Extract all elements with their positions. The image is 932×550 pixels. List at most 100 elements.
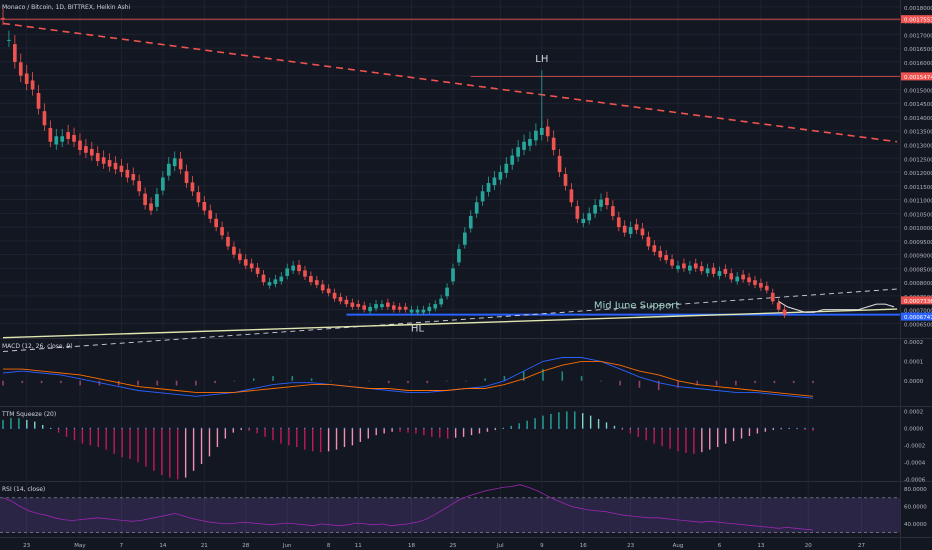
ttm-squeeze-dot (327, 427, 330, 429)
ttm-squeeze-dot (208, 427, 211, 429)
candle-body (445, 287, 449, 297)
macd-histogram-bar (503, 376, 506, 381)
ttm-squeeze-bar (756, 428, 759, 434)
candle-body (776, 302, 781, 310)
macd-signal-line (3, 360, 814, 397)
candle-body (599, 199, 603, 207)
ttm-squeeze-dot (605, 427, 608, 429)
candle-body (516, 147, 520, 157)
ttm-squeeze-bar (613, 425, 616, 429)
candle-body (468, 216, 473, 229)
candle-body (510, 155, 515, 165)
price-flag-label: 0.00154749 (904, 75, 932, 81)
ttm-squeeze-dot (709, 427, 711, 429)
macd-histogram-bar (156, 380, 159, 386)
ttm-squeeze-dot (97, 427, 99, 429)
ttm-squeeze-bar (462, 428, 465, 437)
candle-body (492, 177, 497, 186)
candle-body (575, 206, 580, 219)
ttm-squeeze-bar (192, 428, 195, 471)
ttm-y-tick-label: 0.0002 (904, 409, 923, 415)
candle-body (587, 213, 592, 221)
ttm-squeeze-dot (597, 427, 600, 429)
candle-body (457, 249, 461, 263)
higher-low-label: HL (411, 324, 425, 335)
ttm-squeeze-dot (558, 427, 560, 429)
ttm-squeeze-dot (391, 427, 393, 429)
macd-histogram-bar (696, 380, 699, 386)
macd-histogram-bar (79, 380, 81, 386)
candle-body (534, 130, 538, 141)
ttm-squeeze-dot (57, 427, 60, 429)
ttm-squeeze-bar (407, 428, 409, 433)
candle-body (605, 197, 609, 206)
candle-body (309, 276, 313, 283)
ttm-squeeze-dot (431, 427, 433, 429)
ttm-squeeze-bar (605, 422, 608, 429)
macd-histogram-bar (735, 380, 737, 386)
candle-body (261, 274, 266, 283)
ttm-squeeze-bar (542, 415, 544, 429)
macd-histogram-bar (715, 380, 718, 386)
candle-body (616, 217, 621, 228)
ttm-squeeze-bar (669, 428, 671, 449)
candle-body (267, 282, 272, 286)
rsi-band-fill (0, 497, 900, 533)
y-tick-label: 0.00070000 (904, 309, 932, 315)
macd-histogram-bar (580, 376, 583, 381)
ttm-squeeze-dot (685, 427, 687, 429)
macd-histogram-bar (657, 380, 660, 391)
x-tick-label: 6 (718, 543, 722, 549)
candle-body (155, 194, 159, 207)
ttm-squeeze-bar (431, 428, 433, 437)
ttm-squeeze-bar (732, 428, 735, 442)
ttm-squeeze-bar (486, 428, 489, 432)
price-flag-label: 0.00067473 (904, 315, 932, 321)
candle-body (24, 73, 29, 84)
candle-body (640, 228, 645, 236)
ttm-squeeze-dot (129, 427, 131, 429)
candle-body (338, 296, 343, 302)
candle-body (172, 158, 177, 167)
ttm-squeeze-dot (105, 427, 107, 429)
ttm-squeeze-bar (534, 418, 536, 429)
ttm-squeeze-dot (804, 427, 806, 429)
ttm-squeeze-bar (566, 411, 568, 429)
price-flag (901, 15, 932, 24)
ttm-squeeze-dot (812, 427, 814, 429)
candle-body (66, 132, 70, 139)
macd-histogram-bar (638, 380, 641, 388)
candle-body (356, 303, 361, 307)
ttm-squeeze-bar (597, 419, 600, 429)
ttm-squeeze-dot (161, 427, 163, 429)
candle-body (486, 183, 491, 192)
candle-body (320, 284, 325, 291)
y-tick-label: 0.00170000 (904, 33, 932, 39)
ttm-squeeze-bar (280, 428, 282, 444)
ttm-squeeze-bar (129, 428, 131, 459)
y-tick-label: 0.00100000 (904, 226, 932, 232)
ttm-squeeze-dot (732, 427, 735, 429)
x-tick-label: 18 (408, 543, 415, 549)
macd-title: MACD (12, 26, close, 9) (2, 343, 73, 350)
ttm-squeeze-dot (764, 427, 766, 429)
candle-body (202, 201, 207, 211)
ttm-squeeze-dot (653, 427, 655, 429)
x-tick-label: 8 (327, 543, 331, 549)
ttm-squeeze-bar (169, 428, 171, 478)
candle-body (54, 136, 59, 145)
candle-body (178, 158, 183, 170)
ttm-squeeze-bar (423, 428, 425, 436)
ttm-squeeze-dot (26, 427, 28, 429)
ttm-squeeze-bar (454, 428, 457, 438)
candle-body (273, 279, 278, 285)
ttm-squeeze-dot (264, 427, 266, 429)
candle-body (480, 191, 485, 202)
ttm-squeeze-dot (796, 427, 798, 429)
ttm-squeeze-bar (137, 428, 139, 463)
ttm-squeeze-dot (288, 427, 290, 429)
ttm-squeeze-bar (629, 428, 632, 434)
ttm-title: TTM Squeeze (20) (1, 411, 56, 418)
candle-body (391, 305, 396, 310)
